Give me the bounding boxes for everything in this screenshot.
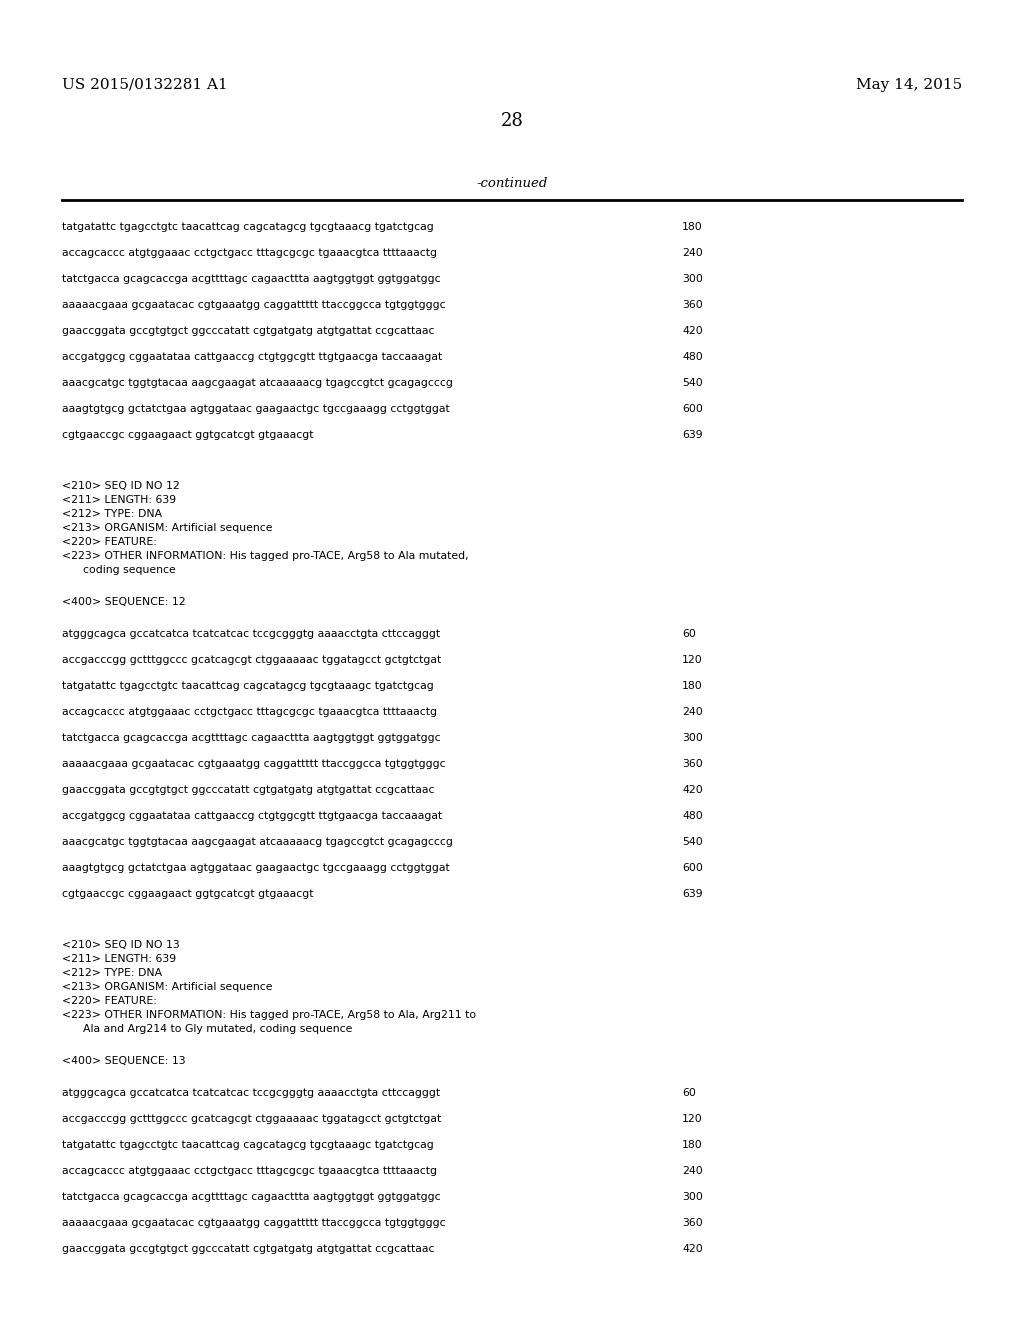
Text: 180: 180 xyxy=(682,222,702,232)
Text: accagcaccc atgtggaaac cctgctgacc tttagcgcgc tgaaacgtca ttttaaactg: accagcaccc atgtggaaac cctgctgacc tttagcg… xyxy=(62,708,437,717)
Text: 360: 360 xyxy=(682,759,702,770)
Text: accagcaccc atgtggaaac cctgctgacc tttagcgcgc tgaaacgtca ttttaaactg: accagcaccc atgtggaaac cctgctgacc tttagcg… xyxy=(62,248,437,257)
Text: <212> TYPE: DNA: <212> TYPE: DNA xyxy=(62,510,162,519)
Text: Ala and Arg214 to Gly mutated, coding sequence: Ala and Arg214 to Gly mutated, coding se… xyxy=(62,1024,352,1034)
Text: 480: 480 xyxy=(682,810,702,821)
Text: -continued: -continued xyxy=(476,177,548,190)
Text: 420: 420 xyxy=(682,785,702,795)
Text: 600: 600 xyxy=(682,404,702,414)
Text: cgtgaaccgc cggaagaact ggtgcatcgt gtgaaacgt: cgtgaaccgc cggaagaact ggtgcatcgt gtgaaac… xyxy=(62,430,313,440)
Text: gaaccggata gccgtgtgct ggcccatatt cgtgatgatg atgtgattat ccgcattaac: gaaccggata gccgtgtgct ggcccatatt cgtgatg… xyxy=(62,326,434,337)
Text: gaaccggata gccgtgtgct ggcccatatt cgtgatgatg atgtgattat ccgcattaac: gaaccggata gccgtgtgct ggcccatatt cgtgatg… xyxy=(62,1243,434,1254)
Text: aaaaacgaaa gcgaatacac cgtgaaatgg caggattttt ttaccggcca tgtggtgggc: aaaaacgaaa gcgaatacac cgtgaaatgg caggatt… xyxy=(62,1218,445,1228)
Text: 480: 480 xyxy=(682,352,702,362)
Text: 240: 240 xyxy=(682,708,702,717)
Text: 420: 420 xyxy=(682,1243,702,1254)
Text: <211> LENGTH: 639: <211> LENGTH: 639 xyxy=(62,495,176,506)
Text: gaaccggata gccgtgtgct ggcccatatt cgtgatgatg atgtgattat ccgcattaac: gaaccggata gccgtgtgct ggcccatatt cgtgatg… xyxy=(62,785,434,795)
Text: 240: 240 xyxy=(682,248,702,257)
Text: 540: 540 xyxy=(682,378,702,388)
Text: atgggcagca gccatcatca tcatcatcac tccgcgggtg aaaacctgta cttccagggt: atgggcagca gccatcatca tcatcatcac tccgcgg… xyxy=(62,630,440,639)
Text: <212> TYPE: DNA: <212> TYPE: DNA xyxy=(62,968,162,978)
Text: <210> SEQ ID NO 13: <210> SEQ ID NO 13 xyxy=(62,940,180,950)
Text: accgacccgg gctttggccc gcatcagcgt ctggaaaaac tggatagcct gctgtctgat: accgacccgg gctttggccc gcatcagcgt ctggaaa… xyxy=(62,655,441,665)
Text: 639: 639 xyxy=(682,888,702,899)
Text: accgatggcg cggaatataa cattgaaccg ctgtggcgtt ttgtgaacga taccaaagat: accgatggcg cggaatataa cattgaaccg ctgtggc… xyxy=(62,352,442,362)
Text: accagcaccc atgtggaaac cctgctgacc tttagcgcgc tgaaacgtca ttttaaactg: accagcaccc atgtggaaac cctgctgacc tttagcg… xyxy=(62,1166,437,1176)
Text: US 2015/0132281 A1: US 2015/0132281 A1 xyxy=(62,78,227,92)
Text: 360: 360 xyxy=(682,1218,702,1228)
Text: 540: 540 xyxy=(682,837,702,847)
Text: aaagtgtgcg gctatctgaa agtggataac gaagaactgc tgccgaaagg cctggtggat: aaagtgtgcg gctatctgaa agtggataac gaagaac… xyxy=(62,863,450,873)
Text: <220> FEATURE:: <220> FEATURE: xyxy=(62,997,157,1006)
Text: 300: 300 xyxy=(682,1192,702,1203)
Text: cgtgaaccgc cggaagaact ggtgcatcgt gtgaaacgt: cgtgaaccgc cggaagaact ggtgcatcgt gtgaaac… xyxy=(62,888,313,899)
Text: aaacgcatgc tggtgtacaa aagcgaagat atcaaaaacg tgagccgtct gcagagcccg: aaacgcatgc tggtgtacaa aagcgaagat atcaaaa… xyxy=(62,837,453,847)
Text: coding sequence: coding sequence xyxy=(62,565,176,576)
Text: aaacgcatgc tggtgtacaa aagcgaagat atcaaaaacg tgagccgtct gcagagcccg: aaacgcatgc tggtgtacaa aagcgaagat atcaaaa… xyxy=(62,378,453,388)
Text: <223> OTHER INFORMATION: His tagged pro-TACE, Arg58 to Ala, Arg211 to: <223> OTHER INFORMATION: His tagged pro-… xyxy=(62,1010,476,1020)
Text: aaaaacgaaa gcgaatacac cgtgaaatgg caggattttt ttaccggcca tgtggtgggc: aaaaacgaaa gcgaatacac cgtgaaatgg caggatt… xyxy=(62,759,445,770)
Text: tatgatattc tgagcctgtc taacattcag cagcatagcg tgcgtaaacg tgatctgcag: tatgatattc tgagcctgtc taacattcag cagcata… xyxy=(62,222,434,232)
Text: tatgatattc tgagcctgtc taacattcag cagcatagcg tgcgtaaagc tgatctgcag: tatgatattc tgagcctgtc taacattcag cagcata… xyxy=(62,681,434,690)
Text: 600: 600 xyxy=(682,863,702,873)
Text: aaaaacgaaa gcgaatacac cgtgaaatgg caggattttt ttaccggcca tgtggtgggc: aaaaacgaaa gcgaatacac cgtgaaatgg caggatt… xyxy=(62,300,445,310)
Text: tatctgacca gcagcaccga acgttttagc cagaacttta aagtggtggt ggtggatggc: tatctgacca gcagcaccga acgttttagc cagaact… xyxy=(62,1192,440,1203)
Text: <400> SEQUENCE: 13: <400> SEQUENCE: 13 xyxy=(62,1056,185,1067)
Text: <223> OTHER INFORMATION: His tagged pro-TACE, Arg58 to Ala mutated,: <223> OTHER INFORMATION: His tagged pro-… xyxy=(62,550,469,561)
Text: 639: 639 xyxy=(682,430,702,440)
Text: 420: 420 xyxy=(682,326,702,337)
Text: atgggcagca gccatcatca tcatcatcac tccgcgggtg aaaacctgta cttccagggt: atgggcagca gccatcatca tcatcatcac tccgcgg… xyxy=(62,1088,440,1098)
Text: <211> LENGTH: 639: <211> LENGTH: 639 xyxy=(62,954,176,964)
Text: accgacccgg gctttggccc gcatcagcgt ctggaaaaac tggatagcct gctgtctgat: accgacccgg gctttggccc gcatcagcgt ctggaaa… xyxy=(62,1114,441,1125)
Text: 240: 240 xyxy=(682,1166,702,1176)
Text: 300: 300 xyxy=(682,275,702,284)
Text: 180: 180 xyxy=(682,681,702,690)
Text: 60: 60 xyxy=(682,1088,696,1098)
Text: tatctgacca gcagcaccga acgttttagc cagaacttta aagtggtggt ggtggatggc: tatctgacca gcagcaccga acgttttagc cagaact… xyxy=(62,275,440,284)
Text: <220> FEATURE:: <220> FEATURE: xyxy=(62,537,157,546)
Text: 120: 120 xyxy=(682,1114,702,1125)
Text: 28: 28 xyxy=(501,112,523,129)
Text: tatctgacca gcagcaccga acgttttagc cagaacttta aagtggtggt ggtggatggc: tatctgacca gcagcaccga acgttttagc cagaact… xyxy=(62,733,440,743)
Text: 180: 180 xyxy=(682,1140,702,1150)
Text: <400> SEQUENCE: 12: <400> SEQUENCE: 12 xyxy=(62,597,185,607)
Text: 120: 120 xyxy=(682,655,702,665)
Text: aaagtgtgcg gctatctgaa agtggataac gaagaactgc tgccgaaagg cctggtggat: aaagtgtgcg gctatctgaa agtggataac gaagaac… xyxy=(62,404,450,414)
Text: 60: 60 xyxy=(682,630,696,639)
Text: tatgatattc tgagcctgtc taacattcag cagcatagcg tgcgtaaagc tgatctgcag: tatgatattc tgagcctgtc taacattcag cagcata… xyxy=(62,1140,434,1150)
Text: accgatggcg cggaatataa cattgaaccg ctgtggcgtt ttgtgaacga taccaaagat: accgatggcg cggaatataa cattgaaccg ctgtggc… xyxy=(62,810,442,821)
Text: <213> ORGANISM: Artificial sequence: <213> ORGANISM: Artificial sequence xyxy=(62,523,272,533)
Text: May 14, 2015: May 14, 2015 xyxy=(856,78,962,92)
Text: <213> ORGANISM: Artificial sequence: <213> ORGANISM: Artificial sequence xyxy=(62,982,272,993)
Text: 300: 300 xyxy=(682,733,702,743)
Text: <210> SEQ ID NO 12: <210> SEQ ID NO 12 xyxy=(62,480,180,491)
Text: 360: 360 xyxy=(682,300,702,310)
